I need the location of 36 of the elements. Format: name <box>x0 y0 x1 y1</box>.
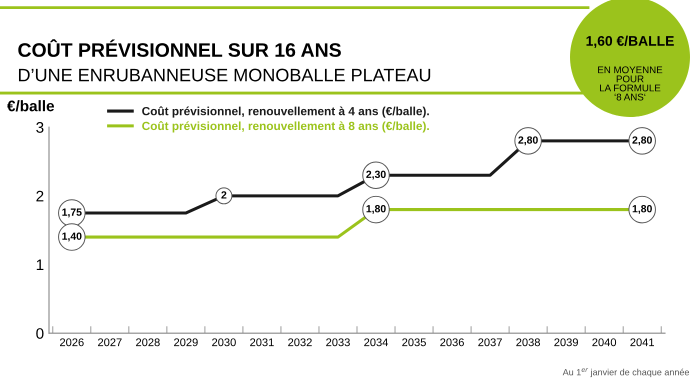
chart-subtitle: D’UNE ENRUBANNEUSE MONOBALLE PLATEAU <box>18 68 430 82</box>
data-label: 1,80 <box>366 205 386 214</box>
x-tick-label: 2028 <box>136 338 160 346</box>
y-tick-label: 0 <box>36 328 44 339</box>
data-label: 2,80 <box>518 136 538 146</box>
y-tick-label: 1 <box>36 260 44 270</box>
x-tick-label: 2038 <box>516 338 540 346</box>
data-label: 2 <box>221 191 226 199</box>
x-tick-label: 2035 <box>402 338 426 346</box>
text: Au 1$^{er}$ janvier de chaque année <box>562 368 690 378</box>
x-tick-label: 2026 <box>60 338 84 346</box>
y-axis-title: €/balle <box>7 100 54 112</box>
x-tick-label: 2030 <box>212 338 236 346</box>
y-tick-label: 3 <box>36 122 44 133</box>
x-tick-label: 2037 <box>478 338 502 346</box>
x-tick-label: 2034 <box>364 338 388 346</box>
x-tick-label: 2031 <box>250 338 274 346</box>
x-tick-label: 2032 <box>288 338 312 346</box>
data-label: 1,40 <box>62 232 82 242</box>
x-tick-label: 2036 <box>440 338 464 346</box>
legend-label: Coût prévisionnel, renouvellement à 4 ans (€/balle). <box>142 106 429 118</box>
x-tick-label: 2029 <box>174 338 198 346</box>
y-tick-label: 2 <box>36 190 44 202</box>
x-tick-label: 2033 <box>326 338 350 346</box>
data-label: 2,80 <box>632 136 652 146</box>
text: EN MOYENNE POUR LA FORMULE ‘8 ANS‘ <box>598 66 662 100</box>
x-tick-label: 2027 <box>98 338 122 346</box>
chart-title: COÛT PRÉVISIONNEL SUR 16 ANS <box>18 39 341 57</box>
data-label: 1,75 <box>62 208 82 218</box>
x-tick-label: 2041 <box>630 338 654 346</box>
data-label: 2,30 <box>366 170 386 180</box>
data-label: 1,80 <box>632 205 652 214</box>
text: 1,60 €/BALLE <box>586 36 674 48</box>
x-tick-label: 2040 <box>592 338 616 346</box>
x-tick-label: 2039 <box>554 338 578 346</box>
legend-label: Coût prévisionnel, renouvellement à 8 ans (€/balle). <box>142 121 429 132</box>
